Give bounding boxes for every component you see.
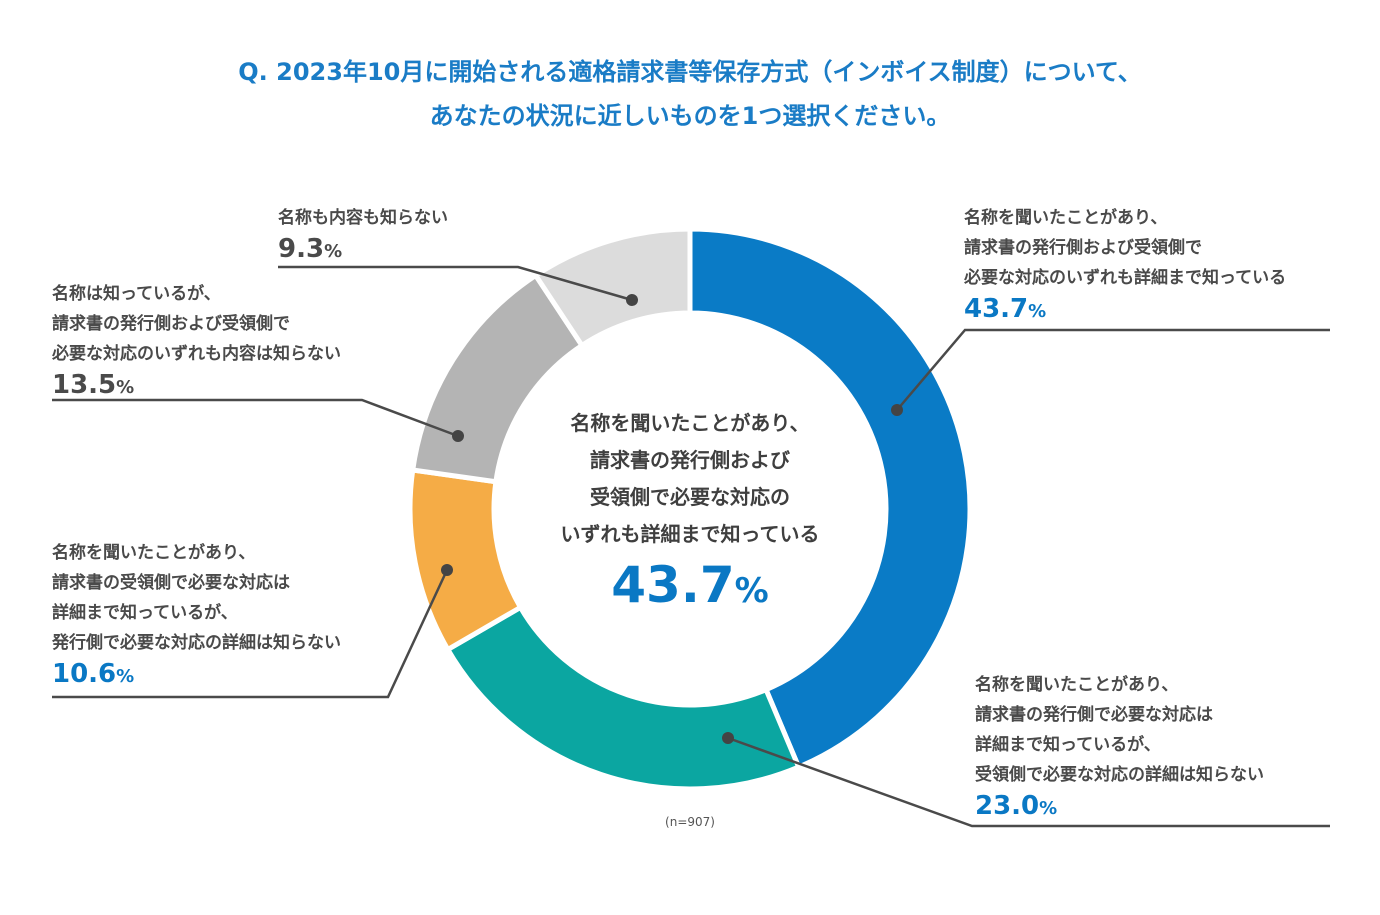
label-line: 発行側で必要な対応の詳細は知らない xyxy=(52,633,341,653)
donut-slice-4 xyxy=(532,226,693,349)
leader-dot-1 xyxy=(722,732,734,744)
label-line: 請求書の受領側で必要な対応は xyxy=(52,573,290,593)
center-line: 名称を聞いたことがあり、 xyxy=(570,411,810,435)
center-line: 請求書の発行側および xyxy=(590,448,790,472)
slice-label-4: 名称も内容も知らない 9.3% xyxy=(278,203,448,268)
label-line: 名称を聞いたことがあり、 xyxy=(52,543,256,563)
data-label: 13.5% xyxy=(52,370,135,400)
leader-line-1 xyxy=(727,736,1330,828)
label-line: 請求書の発行側および受領側で xyxy=(964,238,1202,258)
leader-line-4 xyxy=(278,265,633,302)
data-label: 10.6% xyxy=(52,658,135,695)
leader-line-3 xyxy=(52,398,459,438)
slice-label-3: 名称は知っているが、 請求書の発行側および受領側で 必要な対応のいずれも内容は知… xyxy=(52,279,341,404)
chart-title-line1: Q. 2023年10月に開始される適格請求書等保存方式（インボイス制度）について… xyxy=(238,58,1142,86)
leader-dot-2 xyxy=(441,564,453,576)
leader-dot-3 xyxy=(452,430,464,442)
slice-label-2: 名称を聞いたことがあり、 請求書の受領側で必要な対応は 詳細まで知っているが、 … xyxy=(52,538,341,695)
label-line: 名称も内容も知らない xyxy=(278,208,448,228)
center-line: いずれも詳細まで知っている xyxy=(560,522,820,546)
slice-label-0: 名称を聞いたことがあり、 請求書の発行側および受領側で 必要な対応のいずれも詳細… xyxy=(964,203,1287,330)
leader-dot-4 xyxy=(626,294,638,306)
chart-title-line2: あなたの状況に近しいものを1つ選択ください。 xyxy=(429,102,951,130)
center-label: 名称を聞いたことがあり、 請求書の発行側および 受領側で必要な対応の いずれも詳… xyxy=(490,405,890,553)
slice-label-1: 名称を聞いたことがあり、 請求書の発行側で必要な対応は 詳細まで知っているが、 … xyxy=(975,670,1264,827)
label-line: 必要な対応のいずれも内容は知らない xyxy=(52,344,341,364)
data-label: 43.7% xyxy=(964,293,1047,330)
sample-size-note: (n=907) xyxy=(665,815,715,829)
label-line: 詳細まで知っているが、 xyxy=(52,603,238,623)
label-line: 請求書の発行側で必要な対応は xyxy=(975,705,1213,725)
center-value: 43.7% xyxy=(490,556,890,614)
label-line: 名称は知っているが、 xyxy=(52,284,221,304)
donut-slice-0 xyxy=(687,226,973,771)
leader-dot-0 xyxy=(891,404,903,416)
label-line: 詳細まで知っているが、 xyxy=(975,735,1161,755)
label-line: 名称を聞いたことがあり、 xyxy=(964,208,1168,228)
donut-slice-1 xyxy=(444,603,802,792)
label-line: 名称を聞いたことがあり、 xyxy=(975,675,1179,695)
label-line: 必要な対応のいずれも詳細まで知っている xyxy=(964,268,1287,288)
leader-line-2 xyxy=(52,569,449,699)
data-label: 23.0% xyxy=(975,790,1058,827)
center-value-unit: % xyxy=(734,571,769,611)
center-line: 受領側で必要な対応の xyxy=(590,485,790,509)
label-line: 請求書の発行側および受領側で xyxy=(52,314,290,334)
leader-line-0 xyxy=(896,328,1330,411)
center-value-number: 43.7 xyxy=(611,556,735,614)
data-label: 9.3% xyxy=(278,234,343,264)
label-line: 受領側で必要な対応の詳細は知らない xyxy=(975,765,1264,785)
